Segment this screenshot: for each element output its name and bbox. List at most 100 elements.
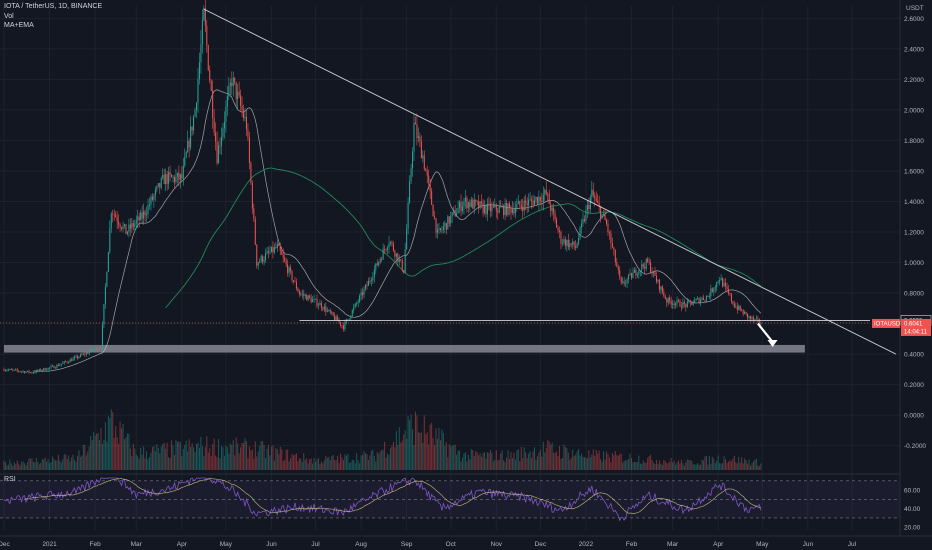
candle-body: [59, 364, 61, 366]
volume-bar: [628, 458, 630, 470]
candle-body: [159, 183, 161, 188]
volume-bar: [237, 443, 239, 470]
candle-body: [688, 300, 690, 302]
candle-body: [291, 271, 293, 281]
volume-bar: [178, 441, 180, 470]
volume-bar: [232, 440, 234, 470]
volume-bar: [657, 464, 659, 470]
candle-body: [228, 85, 230, 97]
date-tick-label: 2021: [42, 541, 57, 548]
volume-bar: [676, 462, 678, 470]
candle-body: [65, 361, 67, 363]
candle-body: [622, 281, 624, 283]
volume-bar: [353, 460, 355, 470]
volume-bar: [276, 448, 278, 470]
candle-body: [620, 276, 622, 283]
candle-body: [472, 199, 474, 209]
volume-bar: [492, 461, 494, 470]
candle-body: [507, 203, 509, 215]
volume-bar: [725, 459, 727, 470]
volume-bar: [401, 440, 403, 470]
volume-bar: [172, 445, 174, 470]
candle-body: [326, 310, 328, 312]
volume-bar: [752, 461, 754, 470]
price-tick-label: 2.2000: [904, 77, 924, 84]
volume-bar: [733, 455, 735, 470]
volume-bar: [583, 457, 585, 470]
candle-body: [312, 299, 314, 303]
candle-body: [234, 77, 236, 83]
candle-body: [379, 259, 381, 262]
volume-bar: [31, 458, 33, 470]
date-tick-label: Feb: [90, 541, 102, 548]
candle-body: [166, 174, 168, 184]
candle-body: [528, 199, 530, 206]
candle-body: [63, 361, 65, 363]
date-tick-label: Dec: [535, 541, 547, 548]
volume-bar: [581, 453, 583, 470]
candle-body: [363, 288, 365, 296]
candle-body: [275, 247, 277, 249]
candle-body: [317, 305, 319, 306]
volume-bar: [356, 453, 358, 470]
volume-bar: [220, 446, 223, 470]
volume-bar: [345, 455, 347, 470]
candle-body: [82, 353, 84, 355]
candle-body: [381, 259, 383, 260]
price-tick-label: 0.2000: [904, 382, 924, 389]
volume-bar: [495, 450, 497, 470]
volume-bar: [262, 441, 264, 470]
volume-bar: [373, 456, 375, 470]
candle-body: [165, 174, 167, 185]
candle-body: [32, 372, 34, 374]
volume-bar: [338, 463, 340, 470]
candle-body: [680, 306, 682, 308]
volume-bar: [564, 447, 566, 470]
candle-body: [207, 45, 209, 71]
candle-body: [469, 202, 471, 207]
volume-bar: [453, 445, 455, 470]
volume-bar: [632, 462, 634, 470]
candle-body: [232, 77, 234, 87]
candle-body: [87, 352, 89, 354]
candle-body: [742, 310, 744, 315]
volume-bar: [216, 457, 218, 470]
volume-bar: [63, 454, 65, 470]
candle-body: [722, 278, 724, 287]
volume-bar: [550, 444, 552, 470]
volume-bar: [510, 452, 512, 470]
candle-body: [360, 292, 362, 296]
candle-body: [484, 205, 486, 213]
volume-bar: [259, 445, 261, 470]
volume-bar: [667, 462, 669, 470]
volume-bar: [664, 461, 666, 470]
volume-bar: [281, 449, 283, 470]
candle-body: [188, 140, 190, 148]
candle-body: [478, 201, 480, 209]
candle-body: [106, 272, 108, 287]
volume-bar: [135, 454, 137, 470]
volume-bar: [429, 424, 431, 470]
candle-body: [755, 318, 757, 320]
volume-bar: [165, 448, 167, 470]
candle-body: [184, 157, 186, 166]
volume-bar: [727, 461, 729, 470]
candle-body: [444, 223, 446, 227]
candle-body: [284, 257, 286, 261]
candle-body: [600, 206, 602, 219]
volume-bar: [517, 449, 519, 470]
volume-bar: [363, 451, 365, 470]
candle-body: [498, 206, 500, 213]
volume-bar: [76, 455, 78, 470]
volume-bar: [701, 459, 703, 470]
volume-bar: [291, 454, 293, 470]
candle-body: [101, 324, 103, 349]
volume-bar: [166, 442, 168, 470]
symbol-tag-box: [872, 318, 900, 328]
candle-body: [197, 78, 199, 103]
rsi-legend: RSI: [4, 476, 16, 483]
volume-bar: [198, 447, 200, 470]
volume-bar: [485, 458, 487, 470]
